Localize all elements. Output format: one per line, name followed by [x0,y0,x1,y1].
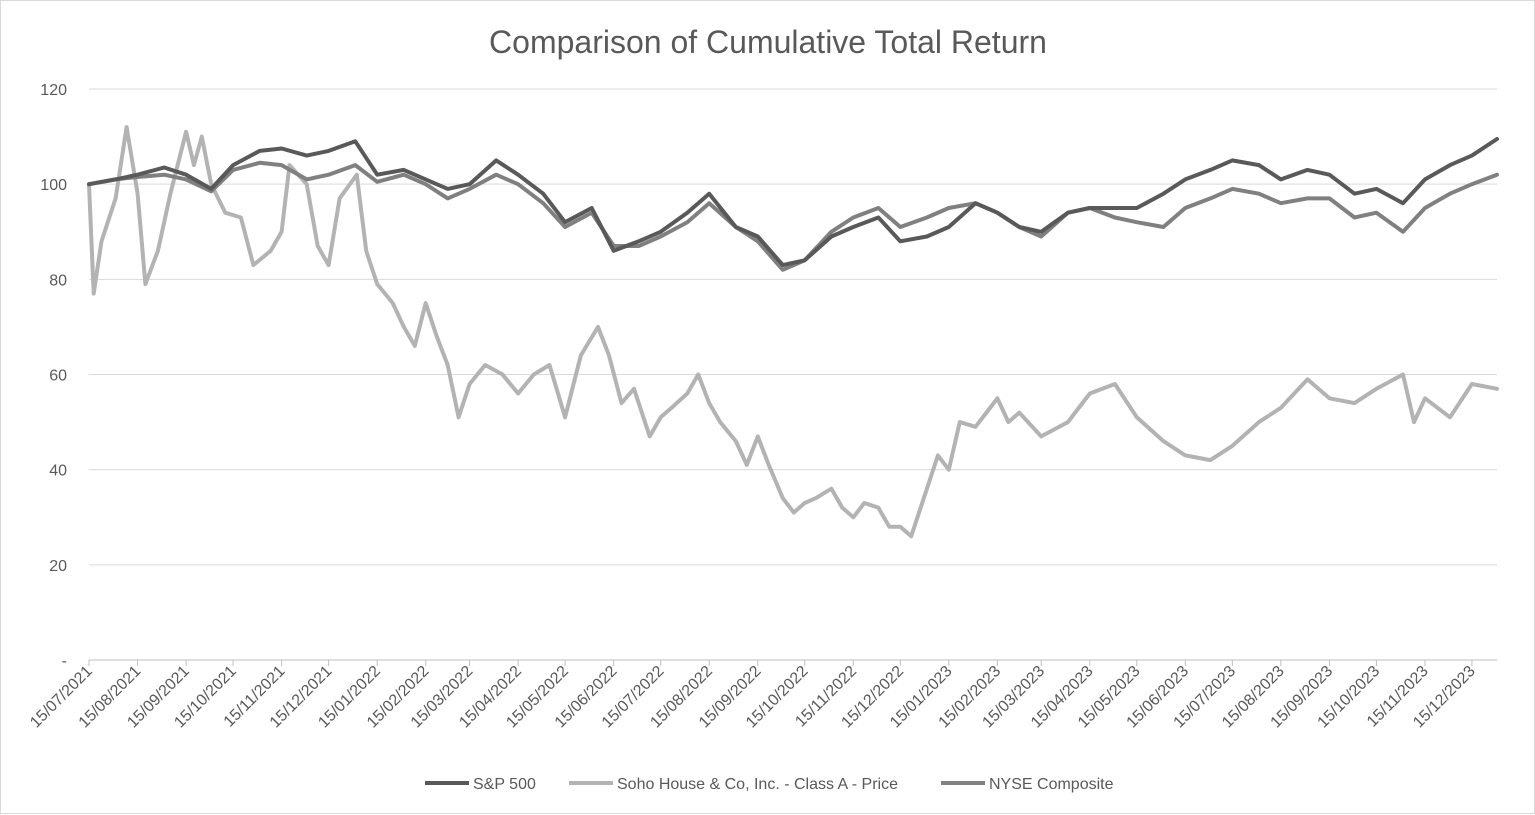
y-tick-label: 40 [49,463,67,480]
y-tick-label: 120 [40,82,67,99]
y-tick-label: 100 [40,177,67,194]
series-line-2 [87,160,1499,272]
series-line-0 [87,137,1499,268]
gridlines [89,88,1497,661]
x-axis: 15/07/202115/08/202115/09/202115/10/2021… [27,660,1479,731]
chart-title: Comparison of Cumulative Total Return [489,24,1047,60]
legend-label: NYSE Composite [989,776,1114,793]
y-axis-ticks: - 20 40 60 80 100 120 [40,82,67,670]
series-line-1 [87,125,1499,539]
y-tick-label: 80 [49,272,67,289]
y-tick-label: 60 [49,368,67,385]
legend: S&P 500 Soho House & Co, Inc. - Class A -… [425,776,1114,793]
legend-label: S&P 500 [473,776,536,793]
y-tick-label: - [62,653,67,670]
plot-lines [87,125,1499,539]
y-tick-label: 20 [49,558,67,575]
legend-label: Soho House & Co, Inc. - Class A - Price [617,776,898,793]
